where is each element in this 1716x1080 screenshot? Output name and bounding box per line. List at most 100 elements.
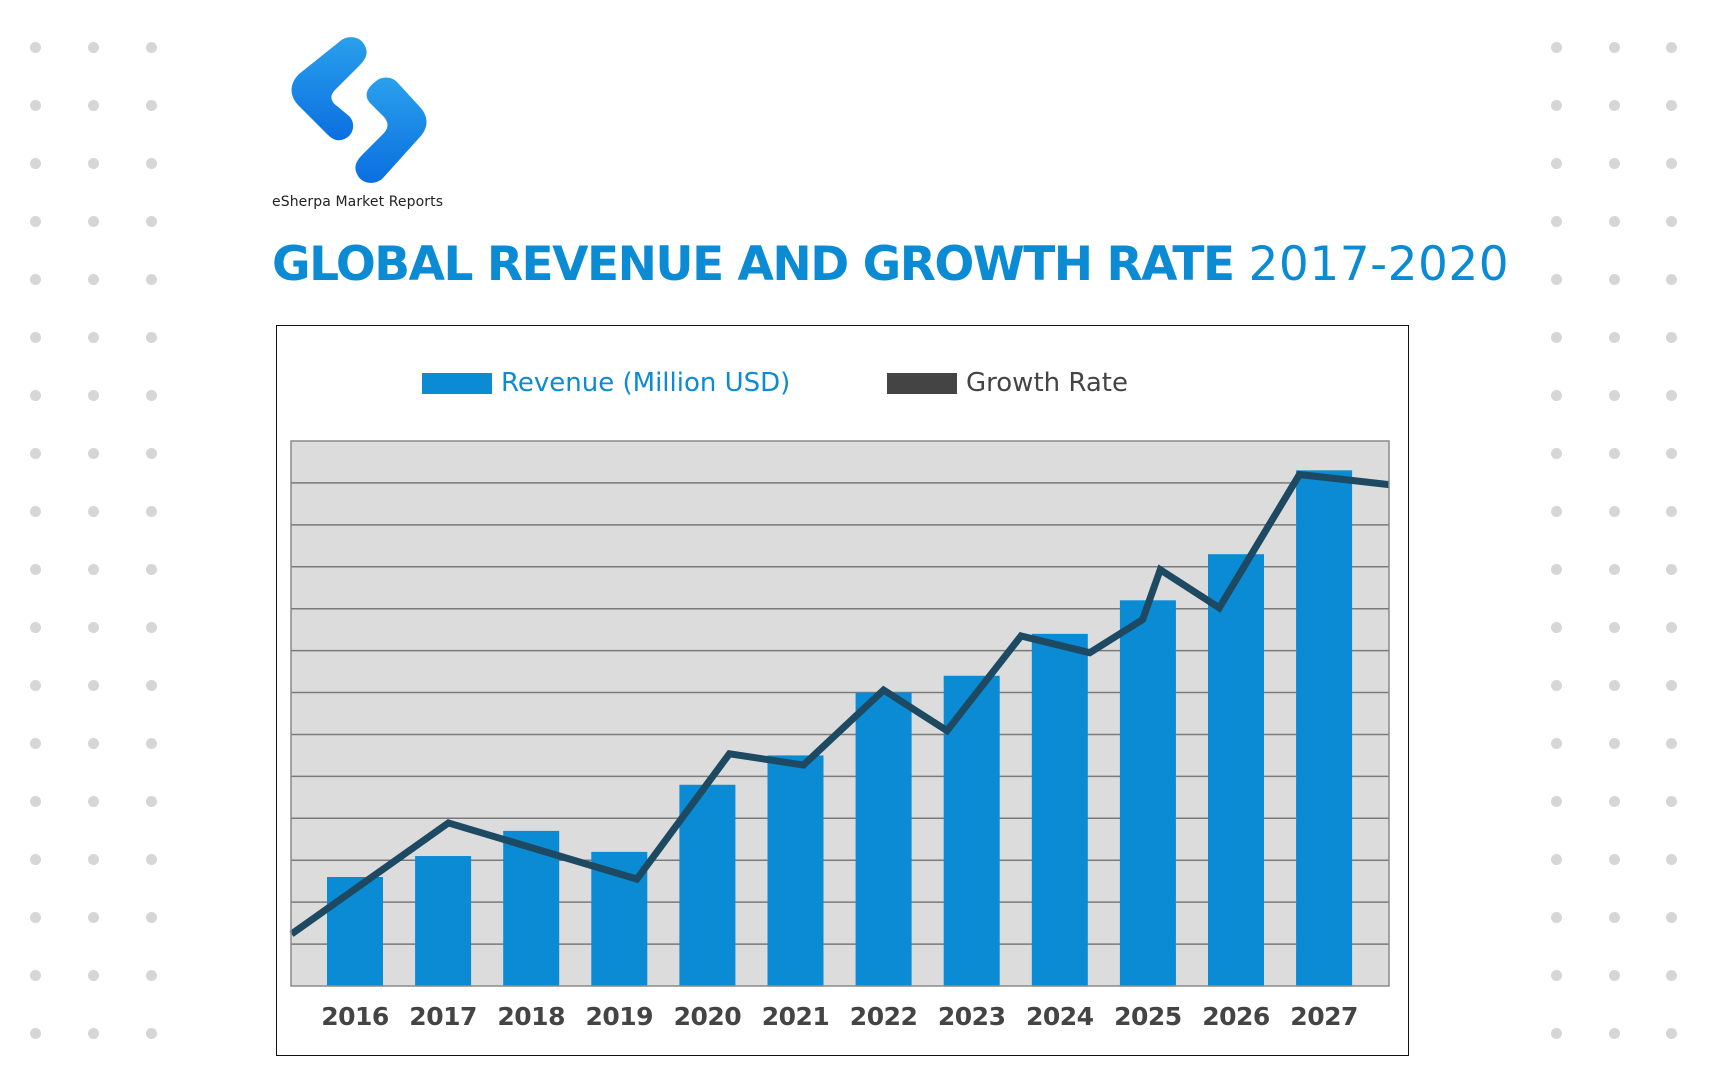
growth-rate-line [289,470,1390,937]
x-tick-label: 2025 [1114,1002,1182,1031]
decorative-dot [145,273,157,285]
x-tick-label: 2021 [762,1002,830,1031]
decorative-dot [1665,41,1677,53]
decorative-dot [1608,969,1620,981]
decorative-dot [87,795,99,807]
bar-2025 [1119,600,1176,986]
decorative-dot [29,273,41,285]
decorative-dot [145,621,157,633]
title-main: GLOBAL REVENUE AND GROWTH RATE [272,237,1235,292]
decorative-dot [29,505,41,517]
decorative-dot [29,911,41,923]
decorative-dot [1550,215,1562,227]
decorative-dot [145,99,157,111]
decorative-dot [1608,99,1620,111]
revenue-bars [327,470,1353,986]
decorative-dot [145,1027,157,1039]
decorative-dot [87,157,99,169]
decorative-dot [145,157,157,169]
decorative-dot [1550,389,1562,401]
brand-name: eSherpa Market Reports [272,194,444,210]
decorative-dot [1608,737,1620,749]
bar-2027 [1296,470,1353,986]
decorative-dot [87,621,99,633]
bar-2024 [1031,633,1088,986]
decorative-dot [87,273,99,285]
decorative-dot [87,447,99,459]
decorative-dot [1608,621,1620,633]
decorative-dot [29,331,41,343]
decorative-dot [29,389,41,401]
decorative-dot [87,911,99,923]
decorative-dot [1608,215,1620,227]
decorative-dot [1550,273,1562,285]
legend-label-revenue: Revenue (Million USD) [501,368,791,398]
decorative-dot [1608,505,1620,517]
decorative-dot [29,563,41,575]
x-tick-label: 2016 [321,1002,389,1031]
decorative-dot [1550,795,1562,807]
x-tick-label: 2020 [674,1002,742,1031]
decorative-dot [145,215,157,227]
decorative-dot [1608,157,1620,169]
decorative-dot [1665,911,1677,923]
decorative-dot [1608,795,1620,807]
page-title: GLOBAL REVENUE AND GROWTH RATE 2017-2020 [272,240,1509,290]
plot-area [291,441,1389,986]
decorative-dot [29,41,41,53]
bar-2026 [1208,554,1264,986]
decorative-dot [29,157,41,169]
legend-swatch-growth-rate [887,372,957,394]
decorative-dot [1608,389,1620,401]
decorative-dot [145,679,157,691]
decorative-dot [1550,1027,1562,1039]
decorative-dot [145,447,157,459]
x-tick-label: 2024 [1026,1002,1094,1031]
x-tick-label: 2022 [850,1002,918,1031]
decorative-dot [1608,563,1620,575]
decorative-dot [1665,99,1677,111]
decorative-dot [1550,447,1562,459]
x-tick-label: 2019 [586,1002,654,1031]
decorative-dot [29,621,41,633]
decorative-dot [1665,1027,1677,1039]
decorative-dot [87,563,99,575]
decorative-dot [145,969,157,981]
decorative-dot [1550,41,1562,53]
decorative-dot [87,389,99,401]
decorative-dot [145,853,157,865]
decorative-dot [29,679,41,691]
decorative-dot [145,563,157,575]
x-tick-label: 2023 [938,1002,1006,1031]
decorative-dot [1665,157,1677,169]
decorative-dot [1608,273,1620,285]
x-tick-label: 2027 [1290,1002,1358,1031]
decorative-dot [1665,853,1677,865]
decorative-dot [145,795,157,807]
decorative-dot [29,737,41,749]
s-shaped-logo-icon [291,37,427,183]
bar-2022 [855,692,912,986]
decorative-dot [29,969,41,981]
decorative-dot [87,99,99,111]
decorative-dot [29,99,41,111]
decorative-dot [29,1027,41,1039]
x-tick-label: 2026 [1202,1002,1270,1031]
decorative-dot [1665,389,1677,401]
x-axis-tick-labels: 2016 2017 2018 2019 2020 2021 2022 2023 2024 2025… [321,1002,1358,1031]
decorative-dot [1550,969,1562,981]
bar-2016 [327,877,383,986]
decorative-dot [1550,679,1562,691]
decorative-dot [145,737,157,749]
decorative-dot [145,41,157,53]
decorative-dot [145,911,157,923]
decorative-dot [1665,621,1677,633]
decorative-dot [87,679,99,691]
legend-item-revenue: Revenue (Million USD) [422,368,791,398]
decorative-dot [29,795,41,807]
decorative-dot [1550,505,1562,517]
decorative-dot [87,41,99,53]
decorative-dot [1550,157,1562,169]
decorative-dot [87,505,99,517]
decorative-dot [1665,969,1677,981]
